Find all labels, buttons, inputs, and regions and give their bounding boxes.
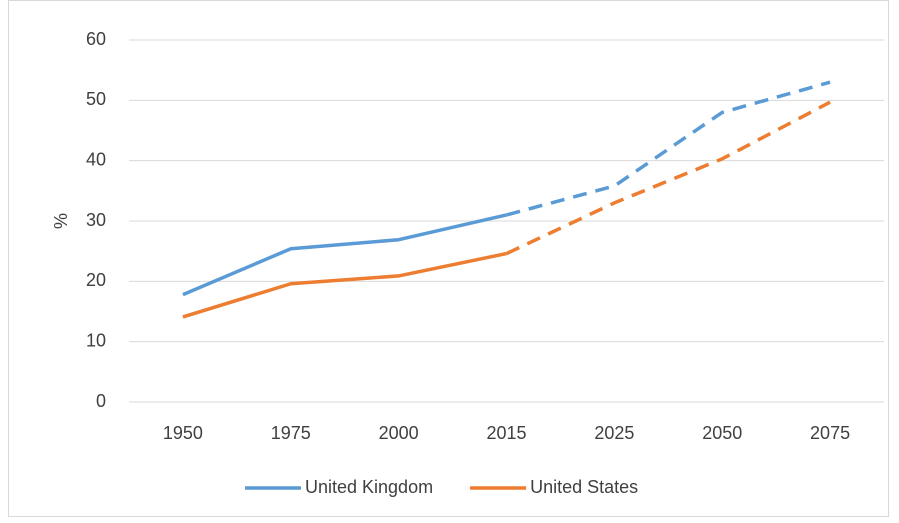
legend-label: United States xyxy=(530,477,638,497)
y-tick-label: 30 xyxy=(86,210,106,230)
y-tick-label: 40 xyxy=(86,149,106,169)
projected-line xyxy=(505,100,831,256)
x-tick-label: 2025 xyxy=(594,423,634,443)
y-tick-label: 0 xyxy=(96,391,106,411)
y-tick-label: 50 xyxy=(86,89,106,109)
projected-line xyxy=(506,80,831,217)
x-tick-label: 2000 xyxy=(379,423,419,443)
x-tick-label: 1975 xyxy=(271,423,311,443)
legend-label: United Kingdom xyxy=(305,477,433,497)
x-tick-label: 2075 xyxy=(810,423,850,443)
y-axis-label: % xyxy=(51,213,71,229)
x-tick-label: 2015 xyxy=(486,423,526,443)
line xyxy=(182,213,507,297)
y-tick-label: 20 xyxy=(86,270,106,290)
y-tick-label: 10 xyxy=(86,330,106,350)
chart-border xyxy=(8,0,889,517)
x-tick-label: 1950 xyxy=(163,423,203,443)
line xyxy=(182,251,507,319)
x-tick-label: 2050 xyxy=(702,423,742,443)
y-tick-label: 60 xyxy=(86,29,106,49)
